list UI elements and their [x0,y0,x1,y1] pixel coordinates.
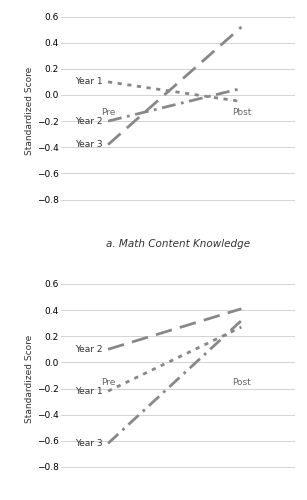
Text: Year 3: Year 3 [75,439,103,448]
Y-axis label: Standardized Score: Standardized Score [25,334,34,423]
Text: Post: Post [232,378,251,387]
Text: Pre: Pre [101,108,115,117]
Text: Pbst: Pbst [232,108,251,117]
Text: Year 2: Year 2 [75,345,103,354]
Text: Year 2: Year 2 [75,116,103,126]
Text: Pre: Pre [101,378,115,387]
Text: Year 1: Year 1 [75,78,103,86]
Text: Year 1: Year 1 [75,386,103,396]
Text: Year 3: Year 3 [75,140,103,149]
Text: a. Math Content Knowledge: a. Math Content Knowledge [106,239,250,249]
Y-axis label: Standardized Score: Standardized Score [25,67,34,156]
